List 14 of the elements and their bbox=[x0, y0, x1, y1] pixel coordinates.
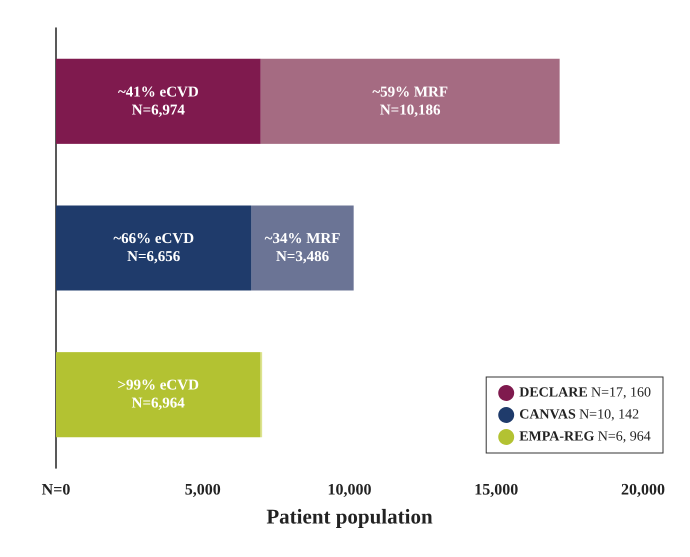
data-label: ~41% eCVD N=6,974 bbox=[118, 84, 199, 118]
data-label: >99% eCVD N=6,964 bbox=[117, 378, 200, 412]
data-label: ~59% MRF N=10,186 bbox=[372, 84, 448, 118]
x-tick-label: N=0 bbox=[42, 482, 70, 498]
x-axis-title: Patient population bbox=[266, 504, 433, 528]
x-tick-label: 15,000 bbox=[474, 482, 518, 498]
data-label: ~34% MRF N=3,486 bbox=[264, 231, 340, 265]
legend-label: CANVAS N=10, 142 bbox=[519, 408, 640, 422]
legend-label: DECLARE N=17, 160 bbox=[519, 386, 652, 400]
legend-label: EMPA-REG N=6, 964 bbox=[519, 430, 651, 444]
x-tick-label: 5,000 bbox=[184, 482, 221, 498]
data-label: ~66% eCVD N=6,656 bbox=[113, 231, 194, 265]
x-tick-label: 10,000 bbox=[328, 482, 372, 498]
x-tick-label: 20,000 bbox=[621, 482, 665, 498]
